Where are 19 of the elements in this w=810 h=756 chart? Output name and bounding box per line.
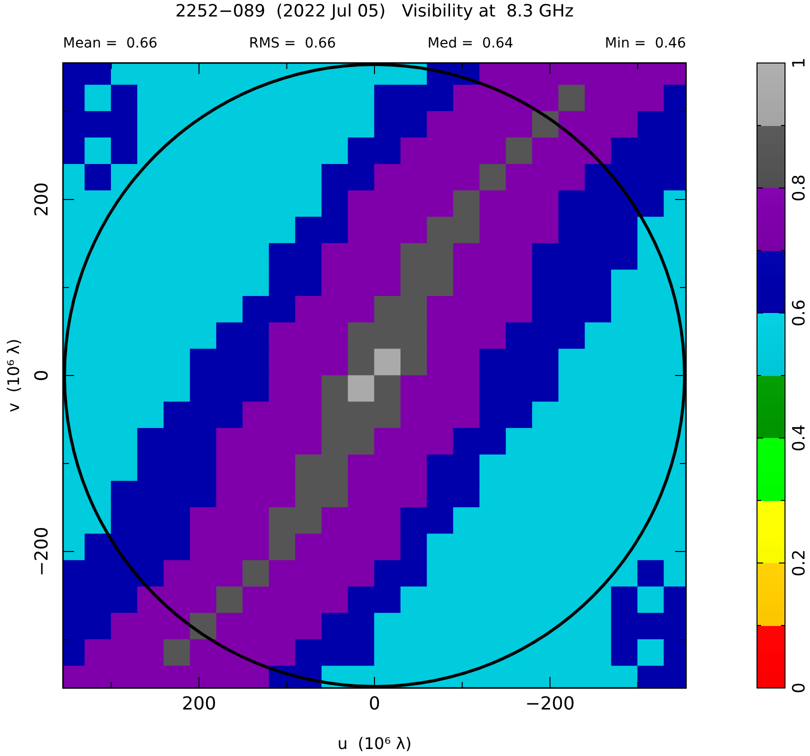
color-bar-label: 0.4 (789, 424, 810, 452)
color-bar-label: 0.2 (789, 549, 810, 577)
x-tick-label: −200 (525, 694, 575, 715)
text: Mean = 0.66 (63, 36, 158, 52)
y-tick-label: 0 (32, 370, 53, 382)
color-bar-label: 1 (789, 58, 810, 68)
chart-title: 2252−089 (2022 Jul 05) Visibility at 8.3 GHz (175, 1, 574, 22)
x-tick-label: 0 (368, 694, 380, 715)
text: Med = 0.64 (427, 36, 514, 52)
x-axis-title: u (10⁶ λ) (337, 734, 412, 754)
text: RMS = 0.66 (248, 36, 336, 52)
color-bar-label: 0 (789, 682, 810, 694)
y-tick-label: 200 (32, 182, 53, 217)
y-tick-label: −200 (32, 526, 53, 576)
x-tick-label: 200 (182, 694, 216, 715)
y-axis-title: v (10⁶ λ) (4, 338, 24, 412)
color-bar-label: 0.8 (789, 174, 810, 202)
color-bar-label: 0.6 (789, 299, 810, 327)
text: Min = 0.46 (604, 36, 686, 52)
